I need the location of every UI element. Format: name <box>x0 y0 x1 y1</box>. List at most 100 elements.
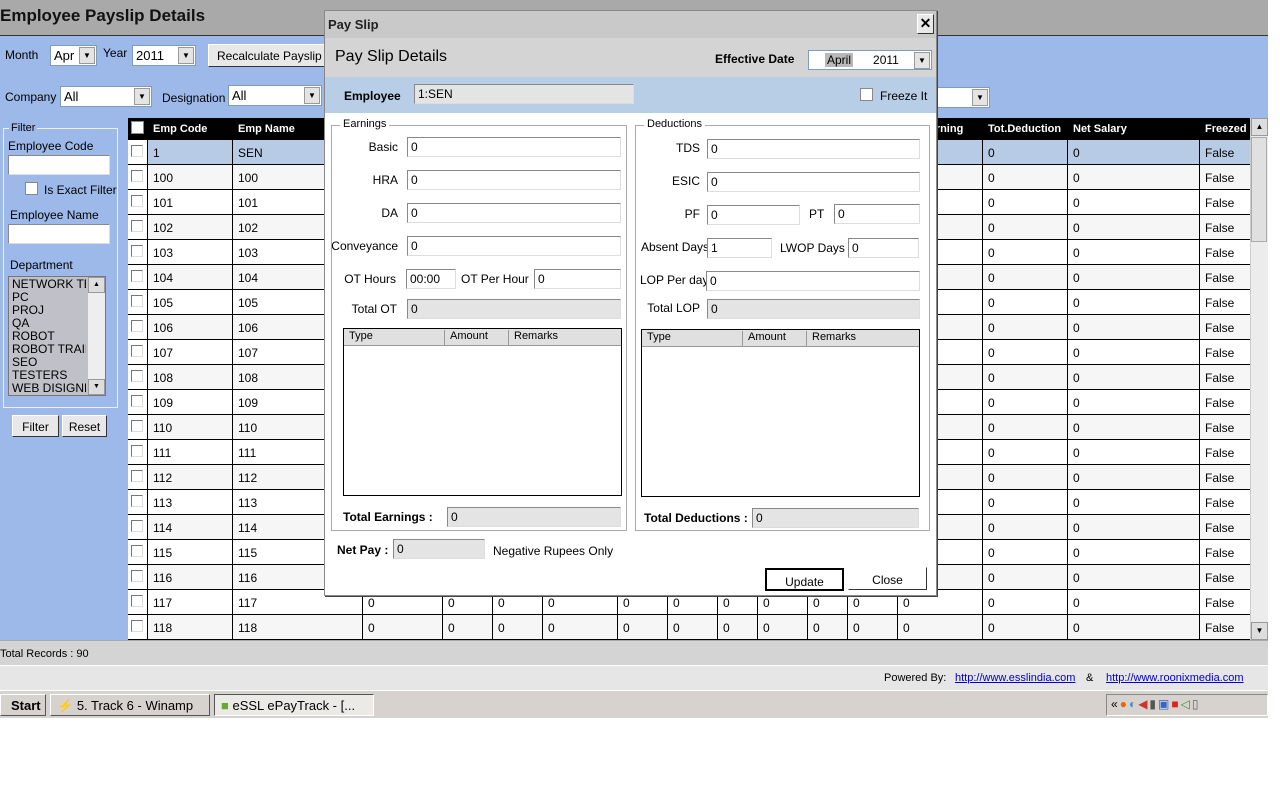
chevron-down-icon[interactable]: ▼ <box>134 88 150 105</box>
grid-scrollbar[interactable]: ▲ ▼ <box>1250 118 1268 640</box>
row-checkbox[interactable] <box>131 220 143 232</box>
tray-expand-icon[interactable]: « <box>1111 697 1120 711</box>
row-checkbox[interactable] <box>131 145 143 157</box>
row-checkbox[interactable] <box>131 420 143 432</box>
designation-select[interactable]: All ▼ <box>228 85 322 106</box>
esic-input[interactable] <box>707 172 920 192</box>
department-item[interactable]: QA <box>12 317 30 330</box>
department-item[interactable]: TESTERS <box>12 369 68 382</box>
pt-input[interactable] <box>834 204 920 224</box>
freeze-checkbox[interactable] <box>860 88 873 101</box>
lwop-days-input[interactable] <box>848 238 919 258</box>
row-checkbox[interactable] <box>131 245 143 257</box>
col-amount[interactable]: Amount <box>445 330 509 346</box>
table-row[interactable]: 118 118 0 0 0 0 0 0 0 0 0 0 0 0 0 False <box>128 615 1250 640</box>
row-checkbox[interactable] <box>131 295 143 307</box>
chevron-down-icon[interactable]: ▼ <box>914 52 930 69</box>
employee-code-input[interactable] <box>8 155 110 175</box>
acrobat-icon[interactable]: ■ <box>1171 697 1181 711</box>
hra-input[interactable] <box>407 170 621 190</box>
chevron-down-icon[interactable]: ▼ <box>972 89 988 106</box>
row-checkbox[interactable] <box>131 345 143 357</box>
deductions-list[interactable]: Type Amount Remarks <box>641 329 920 497</box>
column-header[interactable]: Net Salary <box>1068 118 1200 140</box>
tray-icon[interactable]: ◐ <box>1128 697 1139 711</box>
scroll-thumb[interactable] <box>1251 137 1267 242</box>
chevron-down-icon[interactable]: ▼ <box>304 87 320 104</box>
department-item[interactable]: SEO <box>12 356 38 369</box>
col-type[interactable]: Type <box>344 330 445 346</box>
select-all-checkbox[interactable] <box>131 121 144 134</box>
lop-per-day-input[interactable] <box>706 271 920 291</box>
chevron-down-icon[interactable]: ▼ <box>178 47 194 64</box>
network-icon[interactable]: ▣ <box>1158 697 1172 711</box>
col-remarks[interactable]: Remarks <box>514 330 559 342</box>
row-checkbox[interactable] <box>131 470 143 482</box>
department-scrollbar[interactable]: ▲ ▼ <box>88 277 105 395</box>
recalculate-payslip-button[interactable]: Recalculate Payslip De <box>208 44 338 67</box>
signal-icon[interactable]: ▮ <box>1149 697 1159 711</box>
da-input[interactable] <box>407 203 621 223</box>
filter-button[interactable]: Filter <box>12 415 59 437</box>
scroll-down-icon[interactable]: ▼ <box>1251 622 1268 640</box>
row-checkbox[interactable] <box>131 620 143 632</box>
volume-icon[interactable]: ◁ <box>1180 697 1192 711</box>
col-type[interactable]: Type <box>642 331 743 347</box>
department-item[interactable]: WEB DISIGNER <box>12 382 86 395</box>
close-button[interactable]: Close <box>848 567 927 590</box>
department-list[interactable]: NETWORK TEAMPCPROJQAROBOTROBOT TRAINSEOT… <box>8 276 106 396</box>
row-checkbox[interactable] <box>131 370 143 382</box>
chevron-down-icon[interactable]: ▼ <box>79 47 95 64</box>
department-item[interactable]: PC <box>12 291 29 304</box>
scroll-up-icon[interactable]: ▲ <box>88 277 105 293</box>
scroll-down-icon[interactable]: ▼ <box>88 379 105 395</box>
row-checkbox[interactable] <box>131 570 143 582</box>
conveyance-input[interactable] <box>407 236 621 256</box>
row-checkbox[interactable] <box>131 545 143 557</box>
row-checkbox[interactable] <box>131 270 143 282</box>
absent-days-input[interactable] <box>707 238 772 258</box>
department-item[interactable]: NETWORK TEAM <box>12 278 86 291</box>
pf-input[interactable] <box>707 205 800 225</box>
taskbar-epaytrack[interactable]: ■ eSSL ePayTrack - [... <box>214 694 374 716</box>
row-checkbox[interactable] <box>131 520 143 532</box>
row-checkbox[interactable] <box>131 395 143 407</box>
earnings-list[interactable]: Type Amount Remarks <box>343 328 622 496</box>
basic-input[interactable] <box>407 137 621 157</box>
month-select[interactable]: Apr ▼ <box>50 45 97 66</box>
reset-button[interactable]: Reset <box>62 415 107 437</box>
table-cell: False <box>1205 521 1235 535</box>
col-amount[interactable]: Amount <box>743 331 807 347</box>
start-button[interactable]: Start <box>0 694 46 716</box>
chrome-icon[interactable]: ● <box>1119 697 1129 711</box>
effective-date-select[interactable]: April 2011 ▼ <box>808 50 932 70</box>
employee-name-input[interactable] <box>8 224 110 244</box>
column-header[interactable]: Freezed <box>1205 123 1247 135</box>
exact-filter-checkbox[interactable] <box>25 182 38 195</box>
row-checkbox[interactable] <box>131 170 143 182</box>
roonix-link[interactable]: http://www.roonixmedia.com <box>1106 672 1244 684</box>
col-remarks[interactable]: Remarks <box>812 331 857 343</box>
company-select[interactable]: All ▼ <box>60 86 152 107</box>
department-item[interactable]: PROJ <box>12 304 45 317</box>
update-button[interactable]: Update <box>765 568 844 591</box>
taskbar-winamp[interactable]: ⚡ 5. Track 6 - Winamp <box>50 694 210 716</box>
column-header[interactable]: Emp Code <box>148 118 233 140</box>
row-checkbox[interactable] <box>131 195 143 207</box>
ot-per-hour-input[interactable] <box>534 269 621 289</box>
department-item[interactable]: ROBOT TRAIN <box>12 343 86 356</box>
close-icon[interactable]: ✕ <box>917 14 934 34</box>
battery-icon[interactable]: ▯ <box>1191 697 1201 711</box>
row-checkbox[interactable] <box>131 320 143 332</box>
year-select[interactable]: 2011 ▼ <box>132 45 196 66</box>
row-checkbox[interactable] <box>131 595 143 607</box>
scroll-up-icon[interactable]: ▲ <box>1251 118 1268 136</box>
department-item[interactable]: ROBOT <box>12 330 55 343</box>
row-checkbox[interactable] <box>131 495 143 507</box>
row-checkbox[interactable] <box>131 445 143 457</box>
tds-input[interactable] <box>707 139 920 159</box>
column-header[interactable]: Tot.Deduction <box>983 118 1068 140</box>
speaker-icon[interactable]: ◀ <box>1138 697 1150 711</box>
ot-hours-input[interactable] <box>406 269 456 289</box>
essl-link[interactable]: http://www.esslindia.com <box>955 672 1076 684</box>
